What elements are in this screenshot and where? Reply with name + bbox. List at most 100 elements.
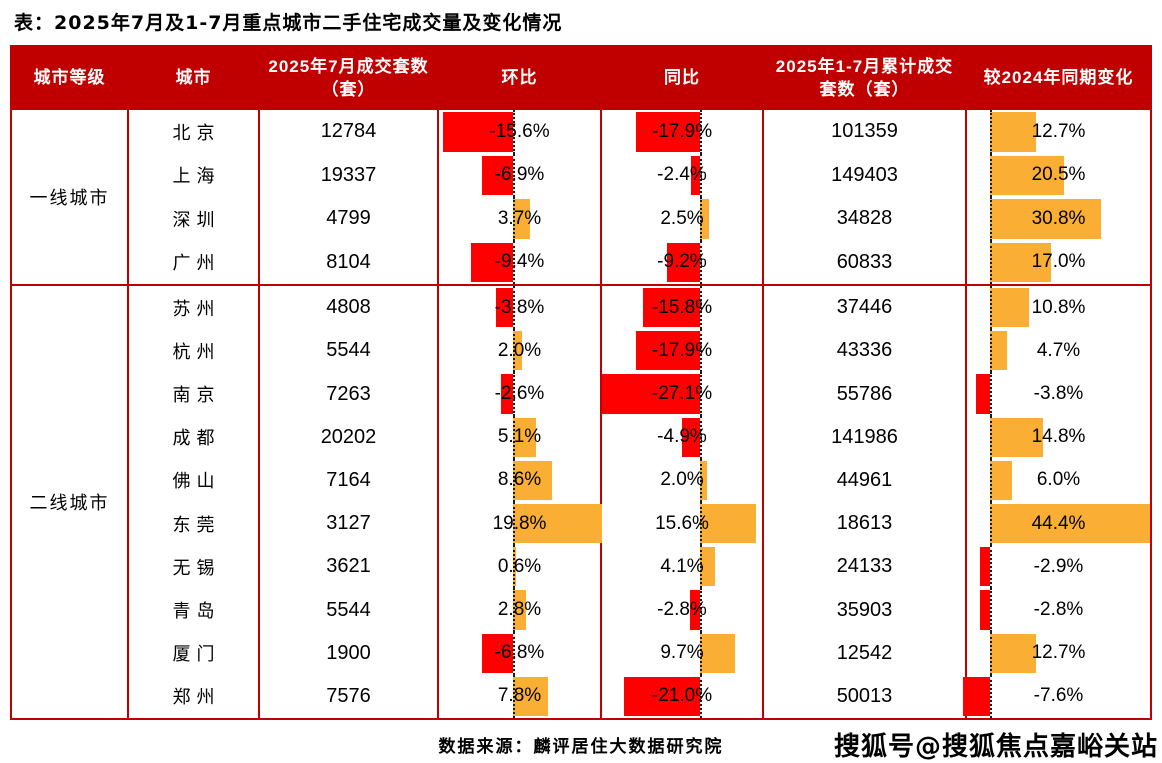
zero-axis-line: [990, 329, 992, 373]
positive-bar: [990, 633, 1036, 673]
data-table: 城市等级 城市 2025年7月成交套数（套） 环比 同比 2025年1-7月累计成交套数（…: [10, 45, 1152, 720]
percent-bar-cell: -21.0%: [602, 674, 764, 719]
positive-bar: [513, 460, 552, 501]
percent-bar-cell: -9.4%: [439, 240, 602, 284]
percent-label: -9.2%: [657, 251, 707, 273]
positive-bar: [700, 460, 708, 501]
zero-axis-line: [513, 286, 515, 330]
units-value-cell: 19337: [260, 153, 439, 197]
table-row: 北京 12784 -15.6% -17.9% 101359 12.7%: [129, 110, 1150, 154]
percent-bar-cell: -2.6%: [439, 372, 602, 416]
percent-label: 2.8%: [497, 599, 542, 621]
negative-bar: [643, 288, 700, 328]
percent-label: 12.7%: [1031, 642, 1086, 664]
positive-bar: [700, 633, 735, 673]
data-source-note: 数据来源：麟评居住大数据研究院: [438, 737, 724, 757]
negative-bar: [442, 112, 513, 152]
zero-axis-line: [513, 329, 515, 373]
percent-label: 30.8%: [1031, 207, 1086, 229]
percent-bar-cell: -2.4%: [602, 153, 764, 197]
positive-bar: [700, 504, 757, 544]
percent-bar-cell: -17.9%: [602, 329, 764, 373]
percent-label: -15.6%: [489, 120, 550, 142]
units-value-cell: 101359: [764, 110, 967, 154]
percent-label: 15.6%: [655, 512, 709, 534]
zero-axis-line: [990, 153, 992, 197]
negative-bar: [979, 590, 990, 630]
percent-bar-cell: 12.7%: [967, 110, 1150, 154]
zero-axis-line: [700, 631, 702, 675]
percent-label: -2.6%: [494, 383, 545, 404]
percent-bar-cell: -2.9%: [967, 545, 1150, 589]
units-value-cell: 44961: [764, 458, 967, 503]
units-value-cell: 3127: [260, 502, 439, 546]
city-name-cell: 无锡: [129, 545, 260, 589]
zero-axis-line: [990, 286, 992, 330]
units-value-cell: 12784: [260, 110, 439, 154]
percent-label: -17.9%: [651, 120, 713, 142]
percent-bar-cell: 19.8%: [439, 502, 603, 546]
negative-bar: [624, 676, 700, 717]
percent-label: 5.1%: [497, 426, 542, 448]
zero-axis-line: [990, 502, 992, 546]
units-value-cell: 20202: [260, 415, 439, 459]
percent-label: -15.8%: [651, 296, 713, 318]
percent-bar-cell: 17.0%: [967, 240, 1150, 284]
percent-bar-cell: 9.7%: [602, 631, 764, 675]
percent-bar-cell: 30.8%: [967, 197, 1150, 241]
percent-bar-cell: 4.1%: [602, 545, 764, 589]
positive-bar: [990, 331, 1007, 371]
percent-bar-cell: 15.6%: [602, 502, 764, 546]
negative-bar: [976, 374, 990, 414]
units-value-cell: 3621: [260, 545, 439, 589]
percent-label: 6.0%: [1036, 469, 1081, 491]
column-header: 城市等级: [12, 47, 129, 110]
zero-axis-line: [700, 329, 702, 373]
city-name-cell: 青岛: [129, 588, 260, 632]
percent-label: 0.6%: [497, 555, 542, 577]
city-name-cell: 成都: [129, 415, 260, 459]
percent-label: -3.8%: [494, 296, 545, 318]
negative-bar: [635, 331, 700, 371]
percent-label: -3.8%: [1033, 383, 1084, 404]
units-value-cell: 12542: [764, 631, 967, 675]
zero-axis-line: [700, 588, 702, 632]
percent-bar-cell: 3.7%: [439, 197, 602, 241]
positive-bar: [513, 417, 536, 457]
table-body: 一线城市 北京 12784 -15.6% -17.9% 101359 12.7% 上海 1933…: [12, 110, 1150, 719]
zero-axis-line: [700, 240, 702, 284]
percent-bar-cell: -4.9%: [602, 415, 764, 459]
positive-bar: [990, 242, 1052, 282]
percent-bar-cell: -3.8%: [439, 286, 602, 330]
negative-bar: [962, 676, 990, 717]
percent-bar-cell: 6.0%: [967, 458, 1150, 503]
percent-label: 12.7%: [1031, 120, 1086, 142]
percent-bar-cell: -2.8%: [967, 588, 1150, 632]
percent-label: 2.0%: [497, 339, 542, 361]
percent-label: 8.6%: [497, 469, 542, 491]
negative-bar: [495, 288, 513, 328]
percent-bar-cell: 44.4%: [967, 502, 1150, 546]
positive-bar: [990, 417, 1044, 457]
positive-bar: [700, 547, 715, 587]
city-name-cell: 广州: [129, 240, 260, 284]
percent-bar-cell: -7.6%: [962, 674, 1150, 719]
percent-bar-cell: -6.9%: [439, 153, 602, 197]
zero-axis-line: [513, 110, 515, 154]
negative-bar: [470, 242, 513, 282]
tier-label: 一线城市: [12, 110, 129, 284]
zero-axis-line: [700, 458, 702, 503]
city-name-cell: 苏州: [129, 286, 260, 330]
units-value-cell: 7576: [260, 674, 439, 719]
percent-label: 3.7%: [497, 207, 542, 229]
city-name-cell: 东莞: [129, 502, 260, 546]
column-header: 环比: [439, 47, 602, 110]
units-value-cell: 18613: [764, 502, 967, 546]
zero-axis-line: [990, 458, 992, 503]
zero-axis-line: [513, 588, 515, 632]
units-value-cell: 37446: [764, 286, 967, 330]
percent-bar-cell: -15.8%: [602, 286, 764, 330]
zero-axis-line: [513, 631, 515, 675]
units-value-cell: 55786: [764, 372, 967, 416]
percent-label: 10.8%: [1031, 296, 1086, 318]
